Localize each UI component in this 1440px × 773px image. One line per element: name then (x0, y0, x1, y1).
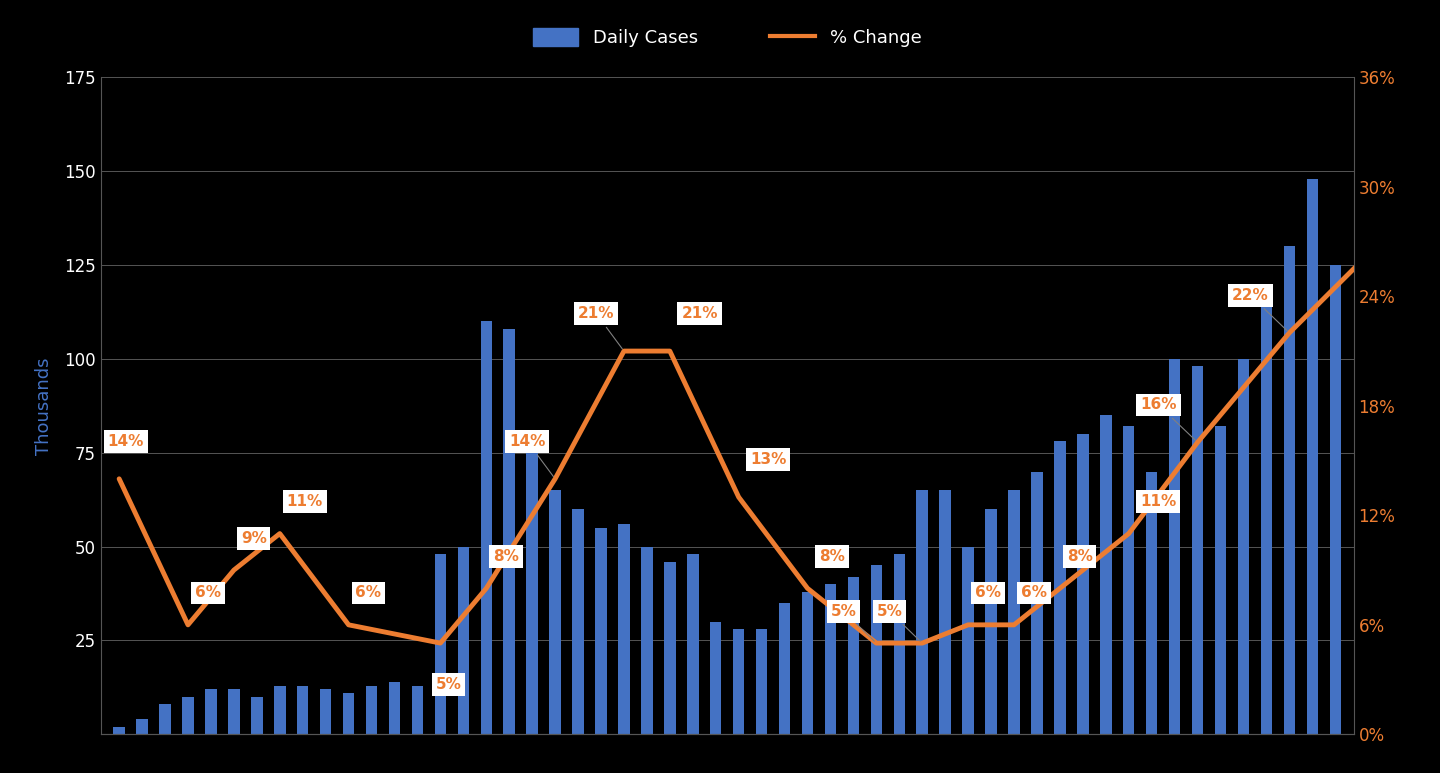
Text: 5%: 5% (436, 676, 462, 692)
Bar (1077, 434, 1089, 734)
Bar (251, 696, 262, 734)
Text: 8%: 8% (1067, 549, 1093, 564)
Bar (802, 591, 814, 734)
Bar (527, 453, 539, 734)
Bar (1283, 247, 1295, 734)
Text: 11%: 11% (1140, 494, 1176, 509)
Bar (1169, 359, 1181, 734)
Bar (916, 490, 927, 734)
Text: 6%: 6% (194, 585, 220, 601)
Bar (1238, 359, 1250, 734)
Text: 21%: 21% (577, 306, 622, 349)
Bar (412, 686, 423, 734)
Text: 9%: 9% (240, 531, 266, 546)
Bar (1306, 179, 1318, 734)
Legend: Daily Cases, % Change: Daily Cases, % Change (526, 21, 929, 54)
Text: 6%: 6% (1021, 585, 1047, 601)
Text: 14%: 14% (510, 434, 553, 477)
Bar (1100, 415, 1112, 734)
Bar (114, 727, 125, 734)
Bar (320, 690, 331, 734)
Bar (274, 686, 285, 734)
Text: 13%: 13% (750, 452, 786, 467)
Bar (160, 704, 171, 734)
Bar (1146, 472, 1158, 734)
Bar (1260, 284, 1272, 734)
Text: 11%: 11% (287, 494, 323, 509)
Bar (572, 509, 583, 734)
Bar (871, 565, 883, 734)
Bar (550, 490, 560, 734)
Bar (939, 490, 950, 734)
Bar (1054, 441, 1066, 734)
Bar (779, 603, 791, 734)
Text: 22%: 22% (1233, 288, 1287, 331)
Text: 8%: 8% (819, 549, 845, 564)
Bar (1329, 265, 1341, 734)
Bar (848, 577, 860, 734)
Bar (343, 693, 354, 734)
Bar (1123, 427, 1135, 734)
Text: 5%: 5% (831, 604, 874, 641)
Bar (894, 554, 904, 734)
Bar (962, 547, 973, 734)
Bar (1215, 427, 1227, 734)
Text: 21%: 21% (681, 306, 717, 322)
Bar (137, 720, 148, 734)
Bar (641, 547, 652, 734)
Bar (183, 696, 194, 734)
Text: 6%: 6% (975, 585, 1001, 601)
Bar (664, 562, 675, 734)
Text: 6%: 6% (356, 585, 382, 601)
Text: 16%: 16% (1140, 397, 1195, 441)
Y-axis label: Thousands: Thousands (35, 357, 53, 455)
Bar (297, 686, 308, 734)
Bar (435, 554, 446, 734)
Bar (733, 629, 744, 734)
Text: 14%: 14% (108, 434, 144, 449)
Bar (1008, 490, 1020, 734)
Bar (481, 322, 492, 734)
Bar (756, 629, 768, 734)
Bar (206, 690, 216, 734)
Bar (1192, 366, 1204, 734)
Bar (710, 621, 721, 734)
Text: 5%: 5% (877, 604, 920, 641)
Bar (618, 524, 629, 734)
Bar (825, 584, 837, 734)
Bar (985, 509, 996, 734)
Bar (389, 682, 400, 734)
Bar (504, 329, 516, 734)
Bar (228, 690, 239, 734)
Bar (687, 554, 698, 734)
Bar (1031, 472, 1043, 734)
Text: 8%: 8% (492, 549, 518, 564)
Bar (458, 547, 469, 734)
Bar (595, 528, 606, 734)
Bar (366, 686, 377, 734)
